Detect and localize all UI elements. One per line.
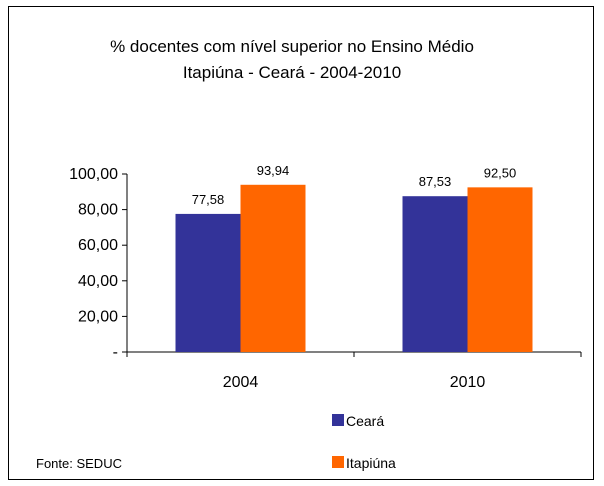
- legend-swatch: [332, 456, 344, 468]
- legend-label: Itapiúna: [346, 455, 396, 471]
- source-note: Fonte: SEDUC: [36, 456, 122, 471]
- y-axis: - 20,00 40,00 60,00 80,00 100,00: [69, 166, 128, 361]
- y-tick-label: -: [113, 344, 118, 361]
- y-tick-label: 20,00: [78, 308, 118, 325]
- chart-subtitle: Itapiúna - Ceará - 2004-2010: [183, 63, 401, 82]
- x-category-label: 2004: [223, 374, 259, 391]
- bar-data-label: 87,53: [419, 174, 452, 189]
- bar-data-label: 93,94: [257, 163, 290, 178]
- bar-data-label: 92,50: [484, 165, 517, 180]
- bar: [240, 184, 306, 352]
- bar: [402, 196, 468, 352]
- bars: 77,58 93,94 87,53 92,50: [175, 163, 533, 352]
- bar-data-label: 77,58: [192, 192, 225, 207]
- legend-label: Ceará: [346, 413, 384, 429]
- y-tick-label: 40,00: [78, 273, 118, 290]
- x-category-label: 2010: [450, 374, 486, 391]
- legend: Ceará Itapiúna: [332, 413, 396, 471]
- chart-title: % docentes com nível superior no Ensino …: [110, 37, 474, 56]
- legend-swatch: [332, 414, 344, 426]
- y-tick-label: 100,00: [69, 166, 118, 183]
- y-tick-label: 80,00: [78, 202, 118, 219]
- bar: [467, 187, 533, 352]
- bar: [175, 213, 241, 352]
- y-tick-label: 60,00: [78, 237, 118, 254]
- x-axis: 2004 2010: [126, 351, 582, 391]
